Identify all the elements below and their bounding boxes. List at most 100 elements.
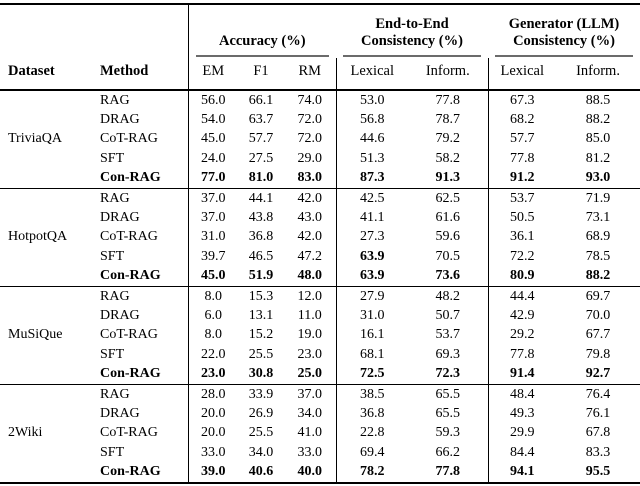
method-cell: CoT-RAG	[100, 425, 158, 441]
col-header-e2e-inform: Inform.	[408, 58, 489, 91]
value-cell: 56.8	[335, 110, 408, 130]
value-cell: 51.3	[335, 149, 408, 169]
table-row: SFT 33.0 34.0 33.0 69.4 66.2 84.4 83.3	[0, 443, 640, 463]
value-cell: 36.8	[335, 404, 408, 424]
value-cell: 56.0	[187, 90, 238, 111]
value-cell: 25.0	[297, 366, 323, 382]
value-cell: 92.7	[585, 366, 611, 382]
col-header-method: Method	[92, 58, 188, 91]
value-cell: 61.6	[435, 210, 461, 226]
value-cell: 16.1	[335, 325, 408, 346]
value-cell: 43.8	[248, 210, 274, 226]
cmidrule-end-to-end	[343, 55, 482, 57]
value-cell: 42.9	[487, 306, 557, 326]
value-cell: 67.3	[487, 90, 557, 111]
value-cell: 23.0	[187, 364, 238, 385]
col-header-e2e-lexical: Lexical	[335, 58, 408, 91]
col-header-rm: RM	[284, 58, 336, 91]
table-row: Con-RAG 39.0 40.6 40.0 78.2 77.8 94.1 95.5	[0, 462, 640, 483]
cmidrule-accuracy	[195, 55, 329, 57]
table-row: CoT-RAG 45.0 57.7 72.0 44.6 79.2 57.7 85.0	[0, 129, 640, 150]
value-cell: 33.0	[187, 443, 238, 463]
value-cell: 8.0	[187, 285, 238, 307]
value-cell: 91.2	[487, 168, 557, 189]
value-cell: 66.2	[435, 444, 461, 460]
value-cell: 54.0	[187, 110, 238, 130]
value-cell: 68.9	[585, 229, 611, 245]
table-row: MuSiQue RAG 8.0 15.3 12.0 27.9 48.2 44.4 69.7	[0, 285, 640, 385]
value-cell: 19.0	[297, 327, 323, 343]
method-cell: RAG	[92, 187, 188, 209]
value-cell: 6.0	[187, 306, 238, 326]
dataset-label: HotpotQA	[0, 187, 92, 287]
value-cell: 48.4	[487, 383, 557, 405]
dataset-label: TriviaQA	[8, 131, 62, 147]
table-row: CoT-RAG 8.0 15.2 19.0 16.1 53.7 29.2 67.7	[0, 325, 640, 346]
value-cell: 94.1	[487, 462, 557, 483]
value-cell: 59.6	[435, 229, 461, 245]
value-cell: 69.7	[556, 285, 640, 307]
value-cell: 88.2	[585, 268, 611, 284]
value-cell: 24.0	[187, 149, 238, 169]
value-cell: 65.5	[408, 383, 489, 405]
table-body: TriviaQA RAG 56.0 66.1 74.0 53.0 77.8 67.3 88.5 D…	[0, 90, 640, 483]
col-header-gen-inform: Inform.	[556, 58, 640, 91]
value-cell: 45.0	[187, 266, 238, 287]
value-cell: 28.0	[187, 383, 238, 405]
value-cell: 77.8	[435, 92, 461, 108]
value-cell: 42.5	[335, 187, 408, 209]
value-cell: 15.3	[238, 285, 284, 307]
value-cell: 49.3	[487, 404, 557, 424]
value-cell: 72.2	[487, 247, 557, 267]
cmidrule-generator	[495, 55, 634, 57]
value-cell: 73.6	[435, 268, 461, 284]
value-cell: 48.2	[408, 285, 489, 307]
value-cell: 53.7	[487, 187, 557, 209]
value-cell: 39.7	[187, 247, 238, 267]
value-cell: 88.2	[585, 112, 611, 128]
table-row: DRAG 6.0 13.1 11.0 31.0 50.7 42.9 70.0	[0, 306, 640, 326]
value-cell: 51.9	[248, 268, 274, 284]
value-cell: 67.8	[585, 425, 611, 441]
value-cell: 27.5	[248, 150, 274, 166]
value-cell: 40.6	[248, 464, 274, 480]
value-cell: 78.5	[585, 248, 611, 264]
value-cell: 80.9	[487, 266, 557, 287]
value-cell: 74.0	[297, 92, 323, 108]
value-cell: 48.0	[297, 268, 323, 284]
value-cell: 65.5	[435, 405, 461, 421]
value-cell: 33.0	[297, 444, 323, 460]
value-cell: 34.0	[248, 444, 274, 460]
value-cell: 47.2	[297, 248, 323, 264]
value-cell: 31.0	[187, 227, 238, 248]
value-cell: 83.0	[297, 170, 323, 186]
method-cell: DRAG	[100, 307, 140, 323]
value-cell: 27.3	[335, 227, 408, 248]
value-cell: 79.2	[435, 131, 461, 147]
method-cell: CoT-RAG	[100, 229, 158, 245]
table-row: HotpotQA RAG 37.0 44.1 42.0 42.5 62.5 53.7 71.9	[0, 187, 640, 287]
method-cell: Con-RAG	[100, 366, 161, 382]
value-cell: 30.8	[248, 366, 274, 382]
value-cell: 25.5	[248, 346, 274, 362]
value-cell: 23.0	[297, 346, 323, 362]
table-row: SFT 24.0 27.5 29.0 51.3 58.2 77.8 81.2	[0, 149, 640, 169]
value-cell: 44.6	[335, 129, 408, 150]
value-cell: 15.2	[248, 327, 274, 343]
value-cell: 69.3	[435, 346, 461, 362]
table-row: DRAG 54.0 63.7 72.0 56.8 78.7 68.2 88.2	[0, 110, 640, 130]
value-cell: 11.0	[297, 307, 322, 323]
value-cell: 68.2	[487, 110, 557, 130]
value-cell: 70.0	[585, 307, 611, 323]
value-cell: 22.8	[335, 423, 408, 444]
table-row: SFT 39.7 46.5 47.2 63.9 70.5 72.2 78.5	[0, 247, 640, 267]
col-header-em: EM	[187, 58, 238, 91]
value-cell: 77.8	[487, 149, 557, 169]
value-cell: 78.7	[435, 112, 461, 128]
header-spacer	[0, 4, 188, 52]
value-cell: 25.5	[248, 425, 274, 441]
group-title-accuracy: Accuracy (%)	[187, 4, 336, 52]
value-cell: 93.0	[585, 170, 611, 186]
value-cell: 22.0	[187, 345, 238, 365]
value-cell: 87.3	[335, 168, 408, 189]
